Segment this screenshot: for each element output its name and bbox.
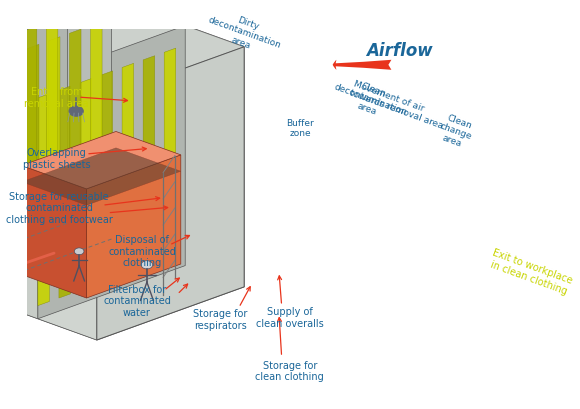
Text: Storage for
clean clothing: Storage for clean clothing [255, 360, 324, 381]
Polygon shape [86, 155, 181, 298]
Polygon shape [59, 87, 71, 298]
Text: Buffer
zone: Buffer zone [287, 119, 314, 138]
Polygon shape [0, 0, 67, 276]
Polygon shape [46, 7, 58, 218]
Polygon shape [80, 79, 92, 291]
Ellipse shape [2, 197, 15, 204]
Polygon shape [0, 53, 38, 319]
Polygon shape [27, 45, 39, 257]
Text: Movement of air
towards removal area: Movement of air towards removal area [349, 79, 448, 131]
Polygon shape [4, 22, 16, 233]
Text: Disposal of
contaminated
clothing: Disposal of contaminated clothing [108, 235, 176, 268]
Text: Overlapping
plastic sheets: Overlapping plastic sheets [23, 148, 90, 169]
Polygon shape [0, 0, 111, 292]
Polygon shape [97, 47, 244, 340]
Polygon shape [90, 22, 102, 234]
Polygon shape [38, 79, 97, 340]
Text: Airflow: Airflow [366, 41, 433, 59]
Polygon shape [101, 72, 113, 283]
Text: Supply of
clean overalls: Supply of clean overalls [256, 307, 324, 328]
Text: Dirty
decontamination
area: Dirty decontamination area [203, 6, 285, 60]
Polygon shape [70, 30, 81, 241]
Circle shape [141, 261, 153, 269]
Text: Entry from
removal area: Entry from removal area [24, 87, 89, 109]
Polygon shape [164, 49, 176, 261]
Polygon shape [0, 0, 244, 101]
Polygon shape [21, 166, 86, 298]
Polygon shape [48, 38, 60, 249]
Polygon shape [143, 56, 155, 268]
Polygon shape [0, 0, 244, 287]
Circle shape [74, 248, 84, 255]
Polygon shape [21, 148, 181, 206]
Text: Clean
decontamination
area: Clean decontamination area [329, 72, 411, 126]
Polygon shape [122, 64, 133, 276]
Polygon shape [38, 94, 49, 306]
Polygon shape [6, 53, 18, 264]
Text: Storage for
respirators: Storage for respirators [193, 308, 247, 330]
Polygon shape [38, 27, 185, 319]
Polygon shape [21, 132, 181, 189]
Circle shape [69, 107, 83, 117]
Text: Storage for reusable
contaminated
clothing and footwear: Storage for reusable contaminated clothi… [6, 191, 113, 224]
Polygon shape [0, 181, 244, 340]
Text: Exit to workplace
in clean clothing: Exit to workplace in clean clothing [487, 247, 574, 297]
Polygon shape [26, 14, 37, 226]
Text: Filterbox for
contaminated
water: Filterbox for contaminated water [103, 284, 171, 317]
Text: Clean
change
area: Clean change area [435, 112, 477, 151]
